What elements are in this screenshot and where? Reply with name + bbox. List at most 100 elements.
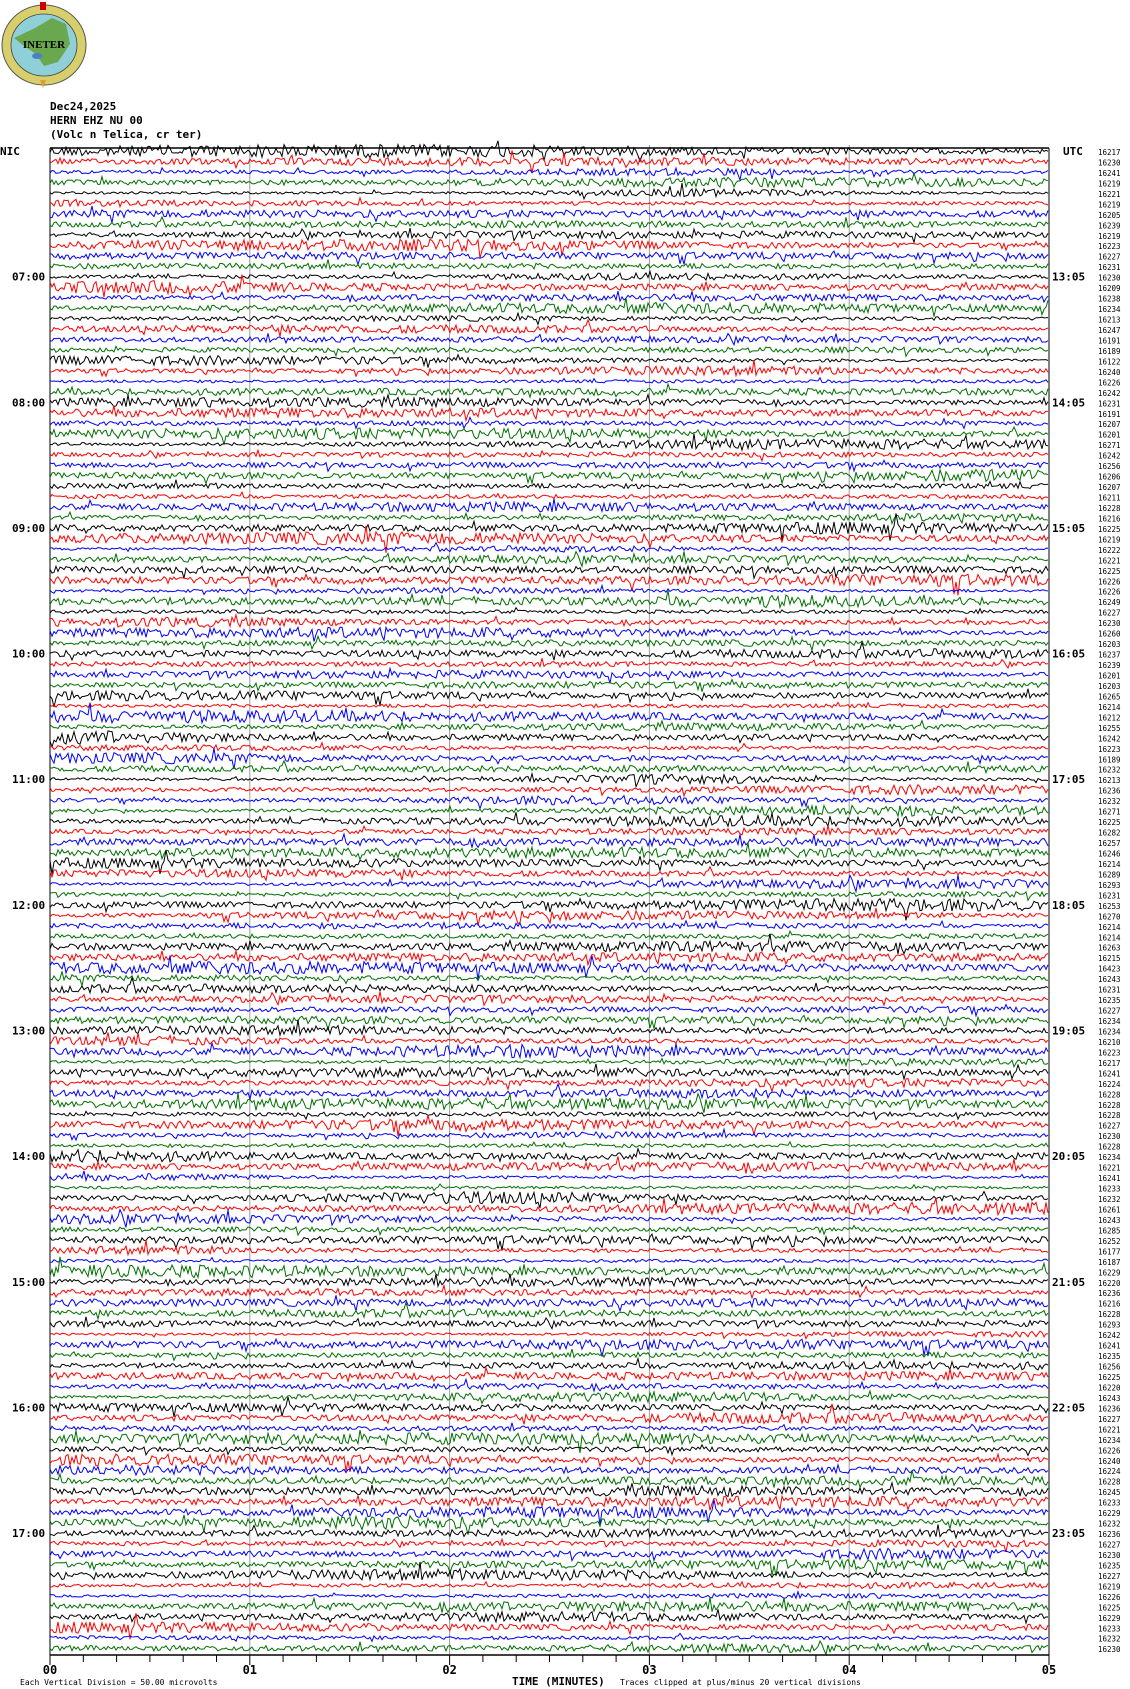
trace-label: 16217 [1098, 148, 1121, 157]
trace-line [49, 290, 1049, 304]
trace-label: 16243 [1098, 1216, 1121, 1225]
trace-label: 16221 [1098, 190, 1121, 199]
trace-label: 16236 [1098, 787, 1121, 796]
trace-label: 16229 [1098, 1509, 1121, 1518]
trace-line [49, 259, 1049, 271]
trace-line [49, 459, 1049, 473]
trace-label: 16263 [1098, 944, 1121, 953]
trace-label: 16177 [1098, 1247, 1121, 1256]
trace-line [49, 1063, 1049, 1081]
trace-line [49, 1183, 1049, 1192]
trace-line [49, 1147, 1049, 1165]
trace-label: 16210 [1098, 1038, 1121, 1047]
trace-label: 16232 [1098, 1195, 1121, 1204]
trace-line [49, 564, 1049, 581]
x-tick-label: 01 [243, 1663, 257, 1677]
trace-line [49, 1524, 1049, 1540]
trace-label: 16220 [1098, 1279, 1121, 1288]
trace-line [49, 832, 1049, 849]
trace-label: 16282 [1098, 829, 1121, 838]
trace-label: 16232 [1098, 766, 1121, 775]
trace-line [49, 874, 1049, 894]
right-hour-label: 23:05 [1052, 1527, 1085, 1540]
trace-label: 16228 [1098, 1310, 1121, 1319]
trace-line [49, 1366, 1049, 1384]
trace-label: 16230 [1098, 1645, 1121, 1654]
trace-line [49, 897, 1049, 921]
trace-label: 16228 [1098, 1111, 1121, 1120]
trace-label: 16245 [1098, 1488, 1121, 1497]
trace-line [49, 392, 1049, 409]
trace-label: 16232 [1098, 1635, 1121, 1644]
trace-label: 16224 [1098, 1080, 1121, 1089]
trace-line [49, 1537, 1049, 1553]
trace-label: 16226 [1098, 1593, 1121, 1602]
right-hour-label: 16:05 [1052, 648, 1085, 661]
left-hour-label: 14:00 [12, 1150, 45, 1163]
trace-line [49, 1224, 1049, 1237]
trace-label: 16207 [1098, 483, 1121, 492]
trace-line [49, 1422, 1049, 1434]
trace-label: 16271 [1098, 808, 1121, 817]
trace-line [49, 1403, 1048, 1426]
trace-line [49, 1014, 1049, 1032]
trace-label: 16241 [1098, 1069, 1121, 1078]
trace-line [49, 975, 1049, 995]
trace-label: 16234 [1098, 305, 1121, 314]
trace-line [49, 678, 1049, 693]
trace-line [49, 1256, 1049, 1280]
trace-label: 16228 [1098, 1143, 1121, 1152]
trace-label: 16235 [1098, 996, 1121, 1005]
trace-line [49, 345, 1049, 358]
trace-line [49, 955, 1049, 980]
trace-label: 16221 [1098, 1425, 1121, 1434]
trace-line [49, 1452, 1049, 1472]
trace-label: 16255 [1098, 724, 1121, 733]
trace-line [49, 907, 1049, 926]
trace-line [49, 448, 1049, 463]
trace-label: 16242 [1098, 389, 1121, 398]
trace-label: 16239 [1098, 661, 1121, 670]
trace-label: 16191 [1098, 336, 1121, 345]
left-timezone-label: NIC [0, 145, 20, 158]
trace-line [49, 612, 1049, 629]
trace-line [49, 919, 1049, 931]
trace-label: 16265 [1098, 692, 1121, 701]
trace-label: 16216 [1098, 514, 1121, 523]
trace-label: 16214 [1098, 933, 1121, 942]
trace-line [49, 1082, 1049, 1102]
trace-line [49, 794, 1049, 811]
trace-label: 16228 [1098, 504, 1121, 513]
trace-line [49, 1356, 1049, 1371]
trace-line [49, 1547, 1049, 1563]
trace-label: 16231 [1098, 399, 1121, 408]
trace-line [49, 1232, 1049, 1251]
trace-label: 16240 [1098, 1457, 1121, 1466]
trace-label: 16189 [1098, 347, 1121, 356]
trace-line [49, 297, 1049, 317]
trace-line [49, 666, 1049, 684]
trace-label: 16240 [1098, 368, 1121, 377]
trace-line [49, 318, 1049, 337]
trace-label: 16236 [1098, 1530, 1121, 1539]
trace-label: 16213 [1098, 776, 1121, 785]
trace-line [49, 1140, 1049, 1149]
trace-line [49, 1514, 1049, 1535]
trace-label: 16241 [1098, 169, 1121, 178]
trace-label: 16227 [1098, 1122, 1121, 1131]
trace-line [49, 1041, 1049, 1060]
trace-line [49, 1377, 1049, 1393]
trace-label: 16207 [1098, 420, 1121, 429]
trace-line [49, 1019, 1049, 1038]
trace-line [49, 1596, 1049, 1614]
trace-line [49, 182, 1049, 201]
trace-line [49, 541, 1049, 553]
trace-label: 16219 [1098, 179, 1121, 188]
trace-line [49, 1337, 1049, 1357]
trace-label: 16219 [1098, 535, 1121, 544]
trace-line [49, 171, 1049, 189]
trace-label: 16227 [1098, 1415, 1121, 1424]
trace-label: 16211 [1098, 494, 1121, 503]
trace-line [49, 1613, 1049, 1640]
trace-line [49, 1609, 1049, 1625]
